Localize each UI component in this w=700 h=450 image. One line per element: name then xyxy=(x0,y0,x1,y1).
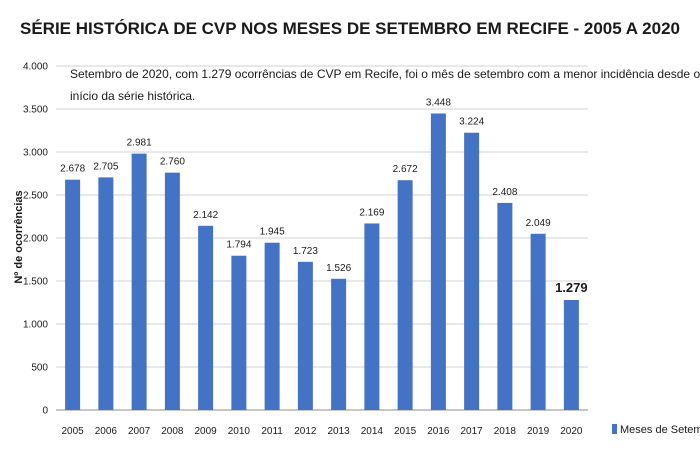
y-axis-ticks: 0 500 1.000 1.500 2.000 2.500 3.000 3.500 4.000 xyxy=(23,62,48,417)
y-tick-label: 1.500 xyxy=(23,277,48,288)
bar xyxy=(464,132,480,410)
x-tick-label: 2012 xyxy=(294,426,317,437)
bar xyxy=(497,202,513,410)
x-tick-label: 2005 xyxy=(62,426,85,437)
x-tick-label: 2006 xyxy=(95,426,118,437)
x-tick-label: 2019 xyxy=(527,426,550,437)
x-tick-label: 2016 xyxy=(427,426,450,437)
value-label: 1.279 xyxy=(555,280,588,295)
bar xyxy=(131,153,147,410)
value-label: 2.760 xyxy=(160,157,185,168)
y-axis-label: Nº de ocorrências xyxy=(13,190,25,283)
x-tick-label: 2013 xyxy=(328,426,351,437)
y-tick-label: 2.000 xyxy=(23,234,48,245)
value-label: 2.705 xyxy=(93,161,118,172)
bar xyxy=(198,225,214,410)
bar xyxy=(530,233,546,410)
bar xyxy=(264,242,280,410)
chart-annotation-line-2: início da série histórica. xyxy=(70,89,195,103)
chart-annotation-line-1: Setembro de 2020, com 1.279 ocorrências … xyxy=(70,67,700,81)
bar xyxy=(297,261,313,410)
value-label: 2.142 xyxy=(193,210,218,221)
y-tick-label: 2.500 xyxy=(23,191,48,202)
legend-label: Meses de Setembro xyxy=(620,424,700,436)
y-tick-label: 0 xyxy=(42,406,48,417)
x-tick-label: 2008 xyxy=(161,426,184,437)
value-label: 2.981 xyxy=(127,138,152,149)
x-tick-label: 2007 xyxy=(128,426,151,437)
bar xyxy=(397,180,413,410)
legend-swatch xyxy=(612,424,617,434)
bar xyxy=(364,223,380,410)
value-label: 2.169 xyxy=(359,207,384,218)
value-label: 1.794 xyxy=(226,240,251,251)
value-label: 3.224 xyxy=(459,117,484,128)
bar xyxy=(231,255,247,410)
value-label: 3.448 xyxy=(426,97,451,108)
bar xyxy=(164,172,180,410)
value-label: 1.526 xyxy=(326,263,351,274)
bar xyxy=(563,300,579,410)
y-tick-label: 3.500 xyxy=(23,105,48,116)
y-tick-label: 500 xyxy=(31,363,48,374)
value-label: 2.672 xyxy=(393,164,418,175)
x-tick-label: 2015 xyxy=(394,426,417,437)
x-tick-label: 2010 xyxy=(228,426,251,437)
value-label: 2.049 xyxy=(526,218,551,229)
value-label: 1.723 xyxy=(293,246,318,257)
x-tick-label: 2009 xyxy=(195,426,218,437)
x-tick-label: 2020 xyxy=(560,426,583,437)
value-label: 2.678 xyxy=(60,164,85,175)
bar xyxy=(430,113,446,411)
bar xyxy=(98,177,114,410)
x-tick-label: 2018 xyxy=(494,426,517,437)
y-tick-label: 1.000 xyxy=(23,320,48,331)
bar xyxy=(65,179,81,410)
x-axis-ticks: 2005 2006 2007 2008 2009 2010 2011 2012 2013 2014… xyxy=(62,426,583,437)
y-tick-label: 4.000 xyxy=(23,62,48,73)
bar xyxy=(331,278,347,410)
x-tick-label: 2017 xyxy=(461,426,484,437)
value-label: 2.408 xyxy=(492,187,517,198)
value-labels: 2.678 2.705 2.981 2.760 2.142 1.794 1.945 1.723… xyxy=(60,97,588,295)
chart-title: SÉRIE HISTÓRICA DE CVP NOS MESES DE SETE… xyxy=(20,19,680,38)
bars xyxy=(65,113,579,411)
x-tick-label: 2011 xyxy=(261,426,283,437)
legend: Meses de Setembro xyxy=(612,424,700,436)
y-tick-label: 3.000 xyxy=(23,148,48,159)
value-label: 1.945 xyxy=(260,227,285,238)
x-tick-label: 2014 xyxy=(361,426,384,437)
